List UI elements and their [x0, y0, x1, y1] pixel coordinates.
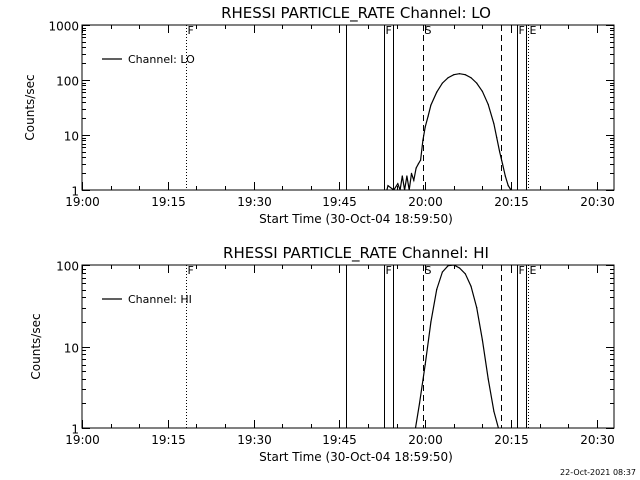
x-tick-label: 19:15 — [151, 433, 186, 447]
data-point — [481, 339, 483, 341]
data-point — [501, 163, 504, 165]
flag-label: F — [386, 24, 392, 37]
data-point — [414, 427, 417, 428]
data-point — [496, 136, 498, 139]
x-tick-label: 19:45 — [322, 195, 357, 209]
data-point — [476, 82, 478, 84]
data-point — [417, 163, 419, 165]
data-point — [464, 273, 466, 275]
data-point — [387, 185, 389, 187]
flag-label: S — [425, 264, 432, 277]
x-tick-label: 19:00 — [65, 433, 100, 447]
flag-label: E — [530, 24, 537, 37]
flag-label: F — [188, 24, 194, 37]
y-tick-label: 1 — [71, 185, 79, 199]
x-tick-label: 19:30 — [237, 195, 272, 209]
data-point — [430, 104, 432, 106]
plot-frame — [81, 24, 615, 191]
y-tick-label: 100 — [56, 75, 79, 89]
data-point — [415, 167, 417, 169]
panel-1: RHESSI PARTICLE_RATE Channel: LOF F S F ECha… — [23, 4, 615, 226]
y-tick-label: 1000 — [48, 20, 79, 34]
data-point — [441, 271, 443, 273]
data-point — [393, 189, 395, 190]
flag-label: F — [188, 264, 194, 277]
data-point — [436, 288, 438, 291]
chart-title: RHESSI PARTICLE_RATE Channel: HI — [223, 244, 489, 263]
data-point — [404, 189, 406, 190]
x-tick-label: 20:15 — [494, 195, 529, 209]
data-point — [497, 427, 499, 428]
data-point — [401, 175, 403, 177]
data-point — [499, 151, 501, 153]
data-point — [413, 179, 415, 181]
data-point — [453, 74, 455, 76]
y-tick-label: 10 — [64, 342, 79, 356]
data-point — [436, 91, 438, 93]
x-axis-label: Start Time (30-Oct-04 18:59:50) — [259, 450, 453, 464]
data-point — [487, 378, 489, 380]
legend-label: Channel: LO — [128, 53, 195, 66]
timestamp: 22-Oct-2021 08:37 — [560, 468, 636, 477]
x-tick-label: 20:30 — [580, 433, 615, 447]
x-tick-label: 20:15 — [494, 433, 529, 447]
plot-frame — [81, 264, 615, 429]
y-tick-label: 1 — [71, 423, 79, 437]
data-point — [441, 82, 443, 84]
panel-2: RHESSI PARTICLE_RATE Channel: HIF F S F ECha… — [29, 244, 615, 464]
x-tick-label: 19:30 — [237, 433, 272, 447]
data-point — [470, 285, 472, 287]
data-point — [493, 410, 495, 412]
series-line — [414, 265, 499, 428]
data-point — [458, 267, 461, 269]
data-point — [399, 189, 401, 190]
data-point — [470, 77, 472, 79]
flag-label: E — [530, 264, 537, 277]
data-point — [420, 159, 422, 161]
x-tick-label: 19:00 — [65, 195, 100, 209]
data-point — [447, 77, 449, 79]
data-point — [493, 123, 495, 125]
chart-title: RHESSI PARTICLE_RATE Channel: LO — [221, 4, 491, 23]
y-axis-label: Counts/sec — [23, 74, 37, 140]
y-tick-label: 100 — [56, 260, 79, 274]
data-point — [430, 321, 432, 323]
flag-label: S — [425, 24, 432, 37]
data-point — [410, 172, 413, 174]
data-point — [487, 103, 489, 105]
data-point — [386, 189, 388, 190]
flag-label: F — [519, 264, 525, 277]
x-tick-label: 20:00 — [408, 195, 443, 209]
data-point — [476, 307, 478, 309]
data-point — [397, 183, 399, 185]
data-point — [422, 139, 424, 141]
data-point — [408, 189, 410, 190]
data-point — [481, 90, 483, 92]
x-tick-label: 20:00 — [408, 433, 443, 447]
data-point — [507, 185, 509, 187]
data-point — [406, 175, 408, 177]
data-point — [418, 402, 421, 405]
data-point — [427, 115, 429, 117]
x-tick-label: 19:45 — [322, 433, 357, 447]
y-tick-label: 10 — [64, 130, 79, 144]
legend-label: Channel: HI — [128, 293, 192, 306]
x-tick-label: 19:15 — [151, 195, 186, 209]
data-point — [424, 126, 426, 128]
series-line — [386, 73, 512, 190]
data-point — [424, 364, 426, 366]
data-point — [504, 175, 506, 177]
flag-label: F — [519, 24, 525, 37]
data-point — [464, 74, 466, 76]
data-point — [447, 265, 449, 267]
flag-label: F — [386, 264, 392, 277]
x-axis-label: Start Time (30-Oct-04 18:59:50) — [259, 212, 453, 226]
y-axis-label: Counts/sec — [29, 313, 43, 379]
data-point — [458, 73, 461, 75]
x-tick-label: 20:30 — [580, 195, 615, 209]
